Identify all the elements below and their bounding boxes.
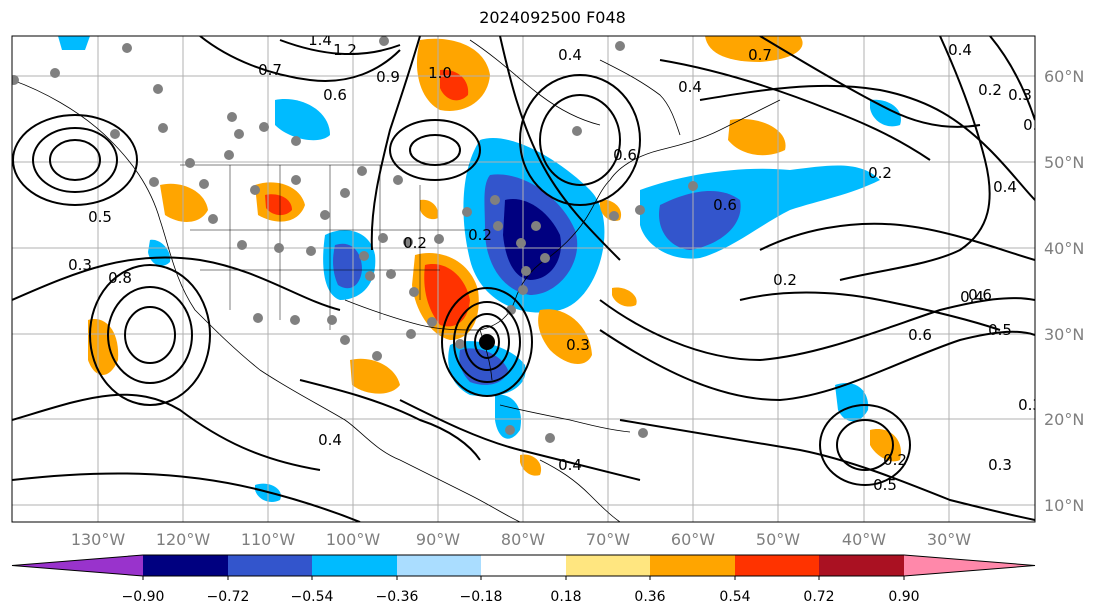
colorbar-tick-label: 0.18 xyxy=(550,589,581,605)
contour-label: 1.4 xyxy=(308,31,332,49)
colorbar-bin xyxy=(819,555,904,576)
contour-label: 0.2 xyxy=(883,451,907,469)
colorbar-bin xyxy=(735,555,819,576)
lon-label: 70°W xyxy=(586,530,630,549)
lon-label: 80°W xyxy=(501,530,545,549)
contour-label: 0.4 xyxy=(948,41,972,59)
contour-label: 0.8 xyxy=(108,269,132,287)
lon-label: 90°W xyxy=(416,530,460,549)
map-field: 1.41.20.7 0.90.40.61.00.50.30.80.20.70.4 0… xyxy=(12,31,1047,522)
contour-label: 0.3 xyxy=(988,456,1012,474)
contour-label: 0.6 xyxy=(613,146,637,164)
colorbar-bin xyxy=(566,555,650,576)
colorbar-tick-label: −0.36 xyxy=(376,589,419,605)
contour-label: 0.5 xyxy=(873,476,897,494)
contour-label: 0.4 xyxy=(960,288,984,306)
colorbar-bin xyxy=(143,555,228,576)
lat-label: 60°N xyxy=(1044,67,1084,86)
colorbar-bin xyxy=(481,555,566,576)
contour-label: 0.4 xyxy=(558,456,582,474)
contour-labels: 1.41.20.7 0.90.40.61.00.50.30.80.20.70.4 0… xyxy=(68,31,1047,494)
contour-label: 0.4 xyxy=(558,46,582,64)
contour-label: 0.3 xyxy=(68,256,92,274)
lat-label: 40°N xyxy=(1044,239,1084,258)
contour-lines xyxy=(12,36,1035,522)
contour-label: 0.2 xyxy=(468,226,492,244)
contour-label: 0.9 xyxy=(376,68,400,86)
contour-label: 0.6 xyxy=(908,326,932,344)
colorbar-extend-right xyxy=(904,555,1035,576)
colorbar-tick-label: −0.54 xyxy=(291,589,334,605)
contour-label: 1.0 xyxy=(428,64,452,82)
coastlines xyxy=(12,39,781,522)
colorbar-bin xyxy=(397,555,481,576)
contour-label: 0.4 xyxy=(318,431,342,449)
contour-label: 1.2 xyxy=(333,41,357,59)
colorbar-tick-label: 0.36 xyxy=(634,589,665,605)
lat-label: 10°N xyxy=(1044,496,1084,515)
lon-label: 50°W xyxy=(756,530,800,549)
contour-label: 0.2 xyxy=(403,234,427,252)
lon-label: 120°W xyxy=(156,530,211,549)
contour-label: 0.4 xyxy=(678,78,702,96)
colorbar xyxy=(11,554,1036,580)
contour-label: 0.7 xyxy=(748,46,772,64)
colorbar-tick-label: 0.54 xyxy=(719,589,750,605)
contour-label: 0.3 xyxy=(1023,116,1047,134)
lon-label: 130°W xyxy=(71,530,126,549)
contour-label: 0.2 xyxy=(868,164,892,182)
contour-label: 0.6 xyxy=(713,196,737,214)
contour-label: 0.2 xyxy=(978,81,1002,99)
lon-label: 30°W xyxy=(927,530,971,549)
lat-label: 50°N xyxy=(1044,153,1084,172)
contour-label: 0.3 xyxy=(1008,86,1032,104)
contour-label: 0.7 xyxy=(258,61,282,79)
station-dots xyxy=(12,36,698,443)
colorbar-tick-label: 0.72 xyxy=(803,589,834,605)
lon-label: 40°W xyxy=(842,530,886,549)
colorbar-bin xyxy=(228,555,312,576)
colorbar-labels: −0.90 −0.72 −0.54 −0.36 −0.18 0.18 0.36 … xyxy=(122,589,920,605)
contour-label: 0.5 xyxy=(88,208,112,226)
colorbar-tick-label: 0.90 xyxy=(888,589,919,605)
colorbar-tick-label: −0.72 xyxy=(207,589,250,605)
contour-label: 0.5 xyxy=(988,321,1012,339)
contour-label: 0.4 xyxy=(993,178,1017,196)
contour-label: 0.6 xyxy=(968,286,992,304)
lon-label: 110°W xyxy=(241,530,296,549)
positive-anomaly-shading xyxy=(88,36,901,476)
contour-label: 0.6 xyxy=(323,86,347,104)
colorbar-extend-left xyxy=(12,555,143,576)
map-title: 2024092500 F048 xyxy=(479,8,626,27)
colorbar-tick-label: −0.90 xyxy=(122,589,165,605)
contour-label: 0.2 xyxy=(773,271,797,289)
lon-label: 60°W xyxy=(671,530,715,549)
lon-label: 100°W xyxy=(326,530,381,549)
contour-label: 0.3 xyxy=(1018,396,1042,414)
colorbar-bin xyxy=(312,555,397,576)
lat-label: 30°N xyxy=(1044,325,1084,344)
lat-label: 20°N xyxy=(1044,410,1084,429)
longitude-labels: 130°W 120°W 110°W 100°W 90°W 80°W 70°W 6… xyxy=(71,530,971,549)
state-borders xyxy=(180,164,470,330)
map-frame xyxy=(11,35,1036,523)
latitude-labels: 60°N 50°N 40°N 30°N 20°N 10°N xyxy=(1044,67,1084,515)
storm-center-marker xyxy=(479,334,495,350)
contour-label: 0.3 xyxy=(566,336,590,354)
colorbar-bin xyxy=(650,555,735,576)
colorbar-tick-label: −0.18 xyxy=(460,589,503,605)
